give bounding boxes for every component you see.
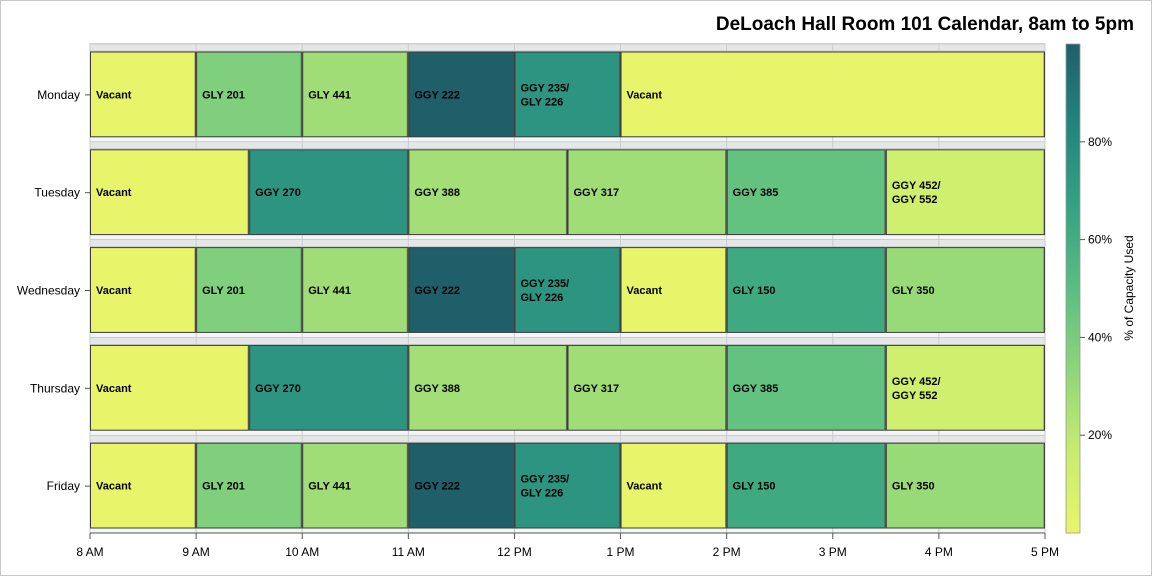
block-label: Vacant: [627, 285, 663, 297]
day-separator: [89, 141, 1046, 150]
x-tick-label: 1 PM: [607, 545, 635, 559]
day-separator: [89, 43, 1046, 52]
colorbar-tick-label: 40%: [1088, 330, 1112, 344]
colorbar-tick-label: 60%: [1088, 233, 1112, 247]
block-label: GGY 317: [574, 187, 620, 199]
schedule-block: [726, 442, 886, 529]
block-label: Vacant: [627, 89, 663, 101]
block-label: GLY 201: [202, 481, 245, 493]
block-label: GGY 235/: [520, 474, 569, 486]
x-tick-label: 4 PM: [925, 545, 953, 559]
block-label: GLY 350: [892, 285, 935, 297]
schedule-block: [726, 344, 886, 431]
day-label: Tuesday: [34, 186, 80, 200]
x-tick-label: 9 AM: [182, 545, 209, 559]
schedule-block: [885, 442, 1045, 529]
day-label: Wednesday: [17, 284, 80, 298]
block-label: Vacant: [96, 285, 132, 297]
schedule-block: [249, 149, 409, 236]
schedule-block: [90, 442, 197, 529]
block-label: GGY 222: [414, 89, 460, 101]
schedule-block: [302, 442, 409, 529]
block-label: GLY 350: [892, 481, 935, 493]
schedule-block: [196, 51, 303, 138]
x-tick-label: 5 PM: [1031, 545, 1059, 559]
block-label: GLY 226: [520, 292, 563, 304]
schedule-block: [249, 344, 409, 431]
block-label: GLY 441: [308, 481, 351, 493]
block-label: GGY 385: [733, 187, 779, 199]
schedule-block: [196, 247, 303, 333]
schedule-block: [620, 247, 727, 333]
colorbar-tick-label: 80%: [1088, 135, 1112, 149]
x-tick-label: 8 AM: [76, 545, 103, 559]
x-tick-label: 3 PM: [819, 545, 847, 559]
block-label: GGY 222: [414, 481, 460, 493]
day-label: Thursday: [30, 381, 80, 395]
colorbar-label: % of Capacity Used: [1122, 235, 1136, 340]
schedule-block: [514, 247, 621, 333]
schedule-block: [514, 442, 621, 529]
block-label: GLY 441: [308, 89, 351, 101]
block-label: GLY 201: [202, 89, 245, 101]
block-label: GGY 235/: [520, 82, 569, 94]
block-label: GGY 452/: [892, 180, 941, 192]
chart-title: DeLoach Hall Room 101 Calendar, 8am to 5…: [715, 14, 1134, 35]
schedule-block: [90, 51, 197, 138]
schedule-block: [408, 51, 515, 138]
block-label: GGY 317: [574, 383, 620, 395]
block-label: GLY 201: [202, 285, 245, 297]
x-tick-label: 2 PM: [713, 545, 741, 559]
schedule-block: [885, 149, 1045, 236]
schedule-block: [885, 247, 1045, 333]
block-label: GLY 150: [733, 481, 776, 493]
x-tick-label: 11 AM: [392, 545, 425, 559]
block-label: GGY 552: [892, 194, 938, 206]
schedule-block: [726, 247, 886, 333]
schedule-block: [196, 442, 303, 529]
block-label: Vacant: [96, 89, 132, 101]
block-label: GGY 385: [733, 383, 779, 395]
block-label: GGY 235/: [520, 278, 569, 290]
day-separator: [89, 434, 1046, 443]
day-separator: [89, 239, 1046, 247]
block-label: Vacant: [627, 481, 663, 493]
schedule-block: [620, 51, 1045, 138]
block-label: GGY 388: [414, 383, 460, 395]
block-label: GGY 452/: [892, 376, 941, 388]
day-label: Friday: [47, 479, 80, 493]
schedule-block: [90, 344, 250, 431]
block-label: GLY 150: [733, 285, 776, 297]
colorbar: [1065, 43, 1081, 534]
x-tick-label: 10 AM: [285, 545, 319, 559]
block-label: Vacant: [96, 481, 132, 493]
block-label: GGY 270: [255, 383, 301, 395]
day-separator: [89, 337, 1046, 345]
block-label: Vacant: [96, 383, 132, 395]
block-label: GGY 222: [414, 285, 460, 297]
block-label: GGY 270: [255, 187, 301, 199]
schedule-block: [726, 149, 886, 236]
block-label: GLY 226: [520, 488, 563, 500]
schedule-block: [514, 51, 621, 138]
block-label: GLY 441: [308, 285, 351, 297]
block-label: GLY 226: [520, 96, 563, 108]
schedule-block: [90, 149, 250, 236]
schedule-block: [408, 247, 515, 333]
schedule-block: [302, 247, 409, 333]
schedule-block: [90, 247, 197, 333]
colorbar-tick-label: 20%: [1088, 428, 1112, 442]
block-label: GGY 552: [892, 390, 938, 402]
x-tick-label: 12 PM: [497, 545, 532, 559]
schedule-block: [620, 442, 727, 529]
block-label: Vacant: [96, 187, 132, 199]
schedule-block: [302, 51, 409, 138]
schedule-block: [567, 149, 727, 236]
day-label: Monday: [37, 88, 80, 102]
block-label: GGY 388: [414, 187, 460, 199]
